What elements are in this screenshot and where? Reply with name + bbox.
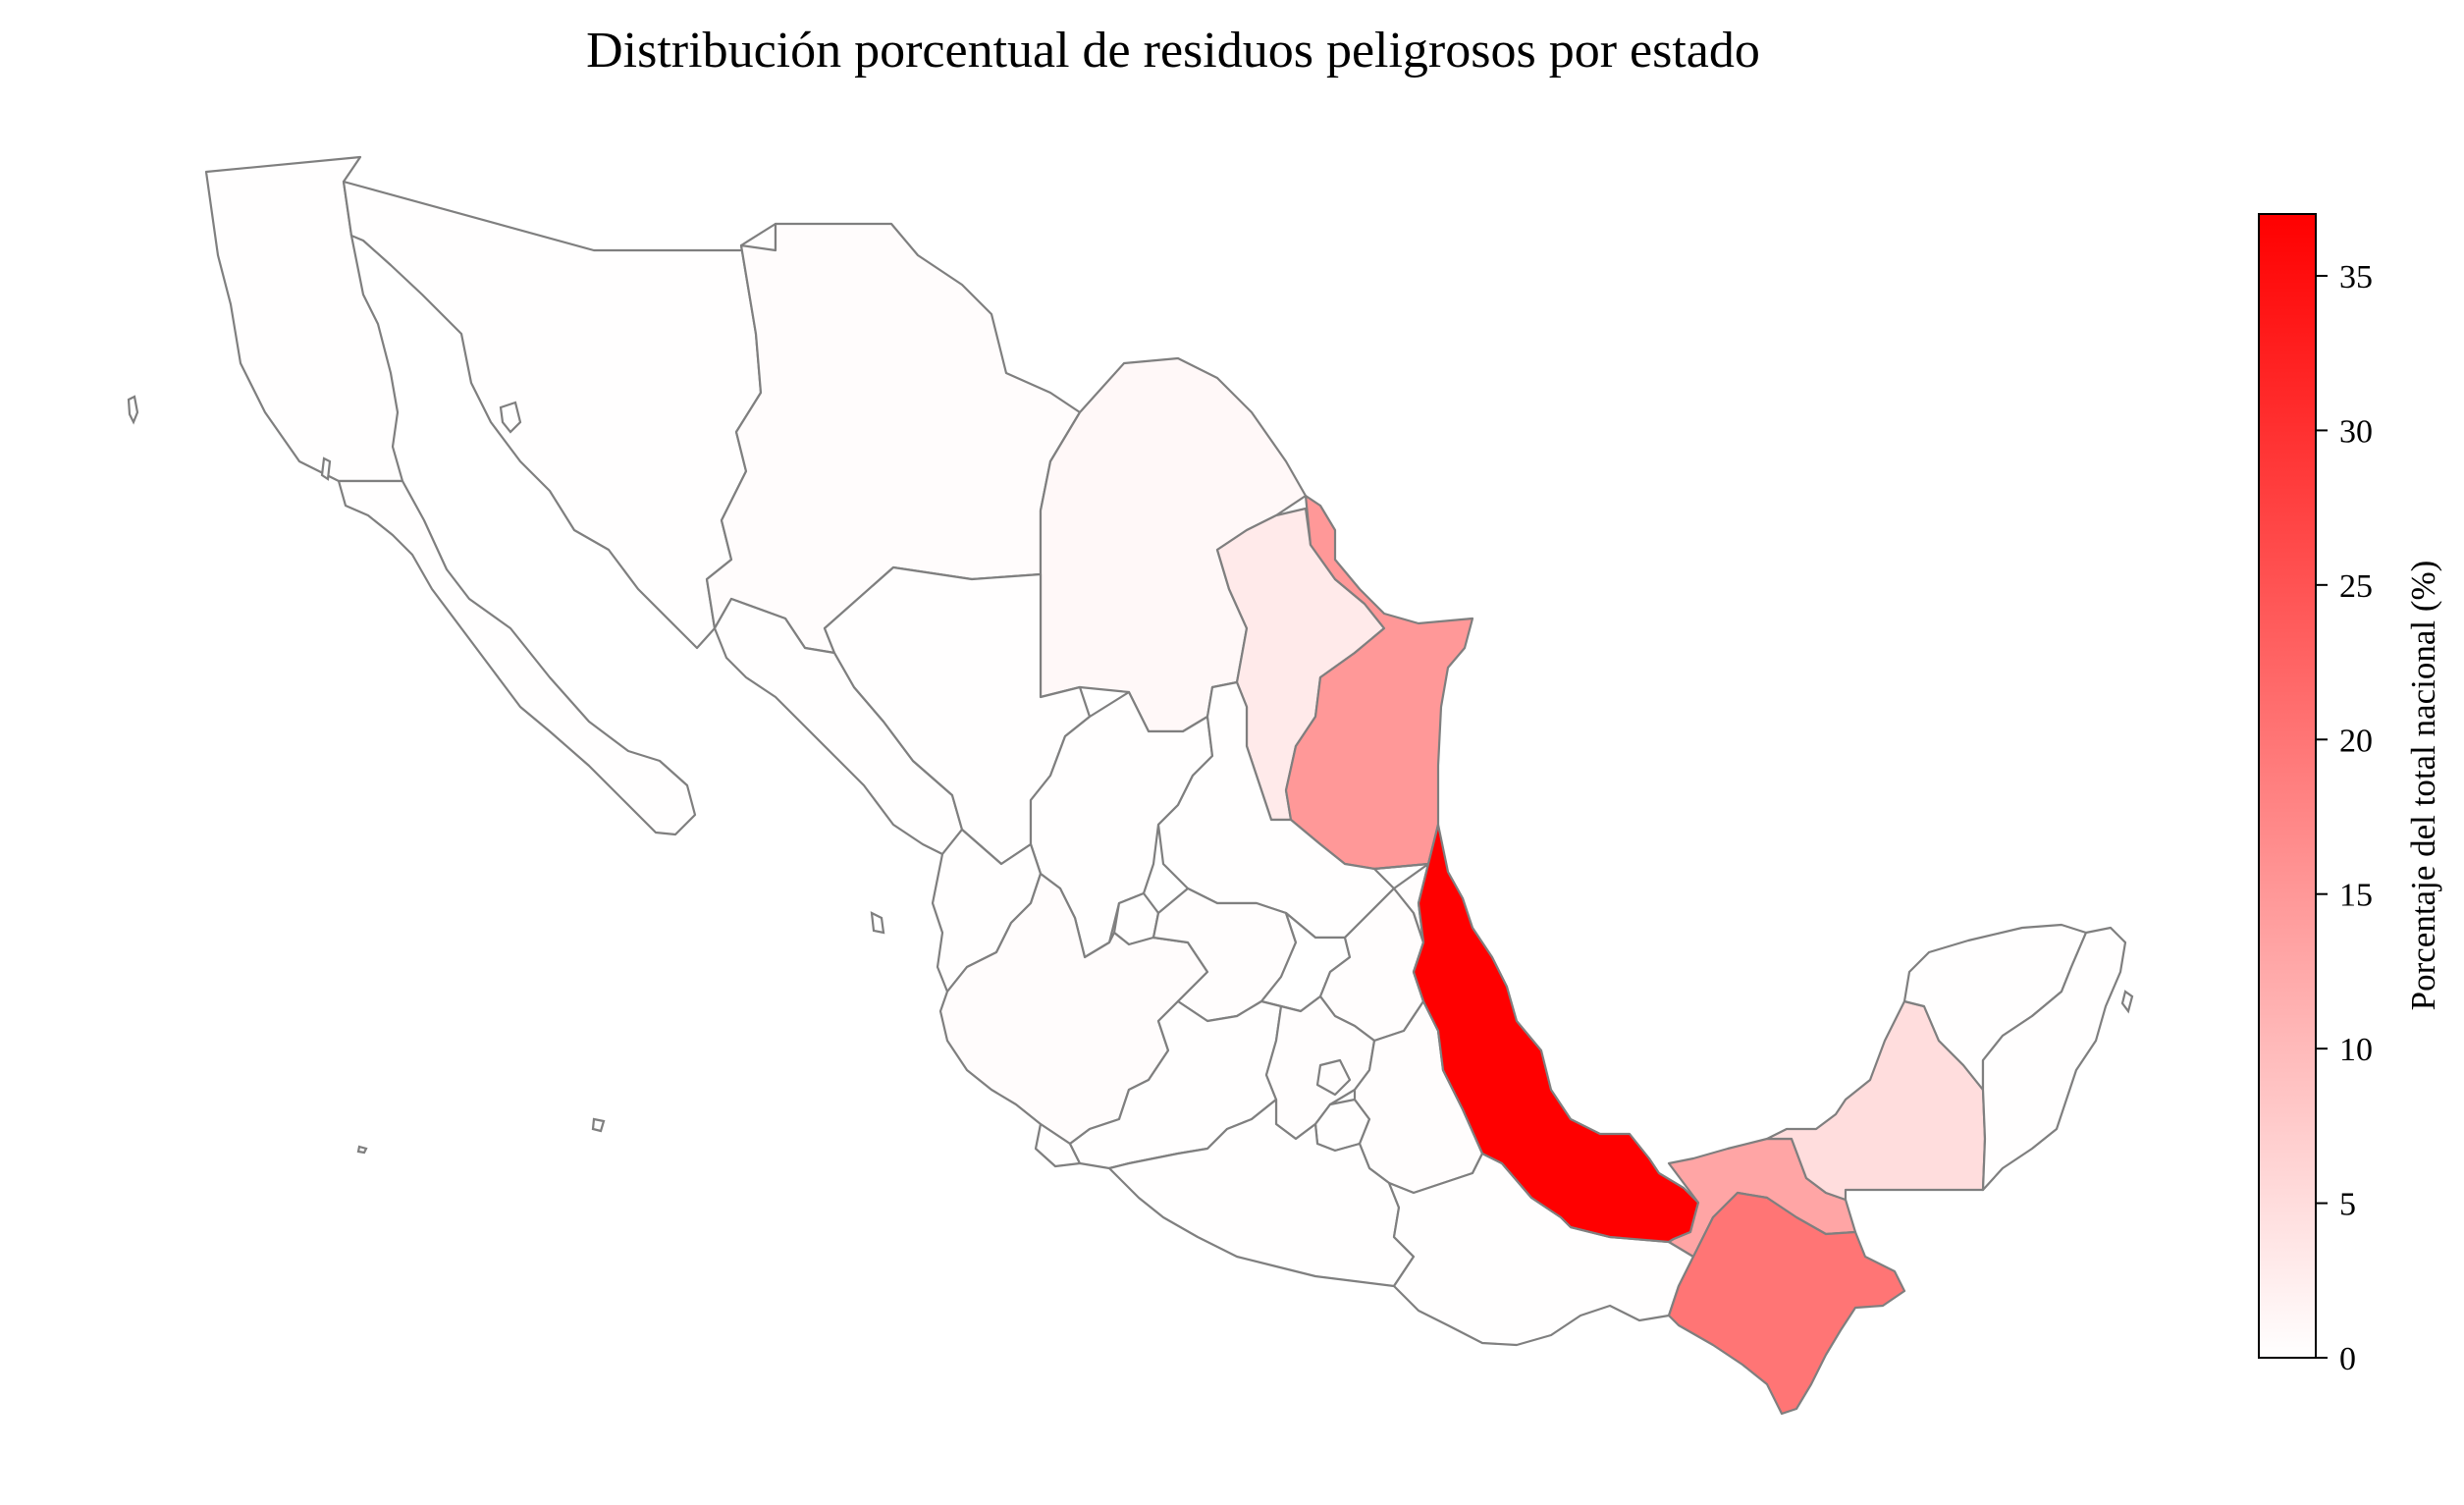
- state-quintana-roo[interactable]: [1981, 926, 2127, 1192]
- colorbar-tick-label: 15: [2339, 878, 2373, 914]
- colorbar-ticks: 0 5 10 15 20 25 30 35: [2316, 259, 2373, 1377]
- state-ciudad-de-mexico[interactable]: [1315, 1058, 1352, 1097]
- island-tres-marias: [870, 911, 885, 935]
- state-colima[interactable]: [1034, 1122, 1082, 1168]
- island-guadalupe: [127, 395, 139, 425]
- island-clarion: [356, 1145, 368, 1155]
- colorbar-tick-label: 10: [2339, 1032, 2373, 1068]
- states-layer: [204, 155, 2127, 1416]
- chart-title: Distribución porcentual de residuos peli…: [586, 23, 1760, 79]
- island-cedros: [320, 457, 332, 481]
- state-guerrero[interactable]: [1107, 1098, 1416, 1288]
- colorbar-tick-label: 25: [2339, 568, 2373, 605]
- state-chiapas[interactable]: [1667, 1191, 1906, 1416]
- island-cozumel: [2120, 990, 2134, 1014]
- colorbar-tick-label: 20: [2339, 723, 2373, 759]
- colorbar-tick-label: 5: [2339, 1187, 2356, 1223]
- colorbar-label: Porcentaje del total nacional (%): [2404, 561, 2442, 1011]
- colorbar-tick-label: 30: [2339, 413, 2373, 450]
- state-baja-california-sur[interactable]: [337, 479, 697, 836]
- colorbar: 0 5 10 15 20 25 30 35 Porcentaje del total naci…: [2258, 213, 2442, 1377]
- colorbar-tick-label: 35: [2339, 259, 2373, 296]
- island-socorro: [591, 1117, 606, 1133]
- colorbar-gradient: [2258, 213, 2317, 1359]
- islands-layer: [127, 395, 2134, 1155]
- island-tiburon: [499, 401, 522, 434]
- colorbar-tick-label: 0: [2339, 1341, 2356, 1377]
